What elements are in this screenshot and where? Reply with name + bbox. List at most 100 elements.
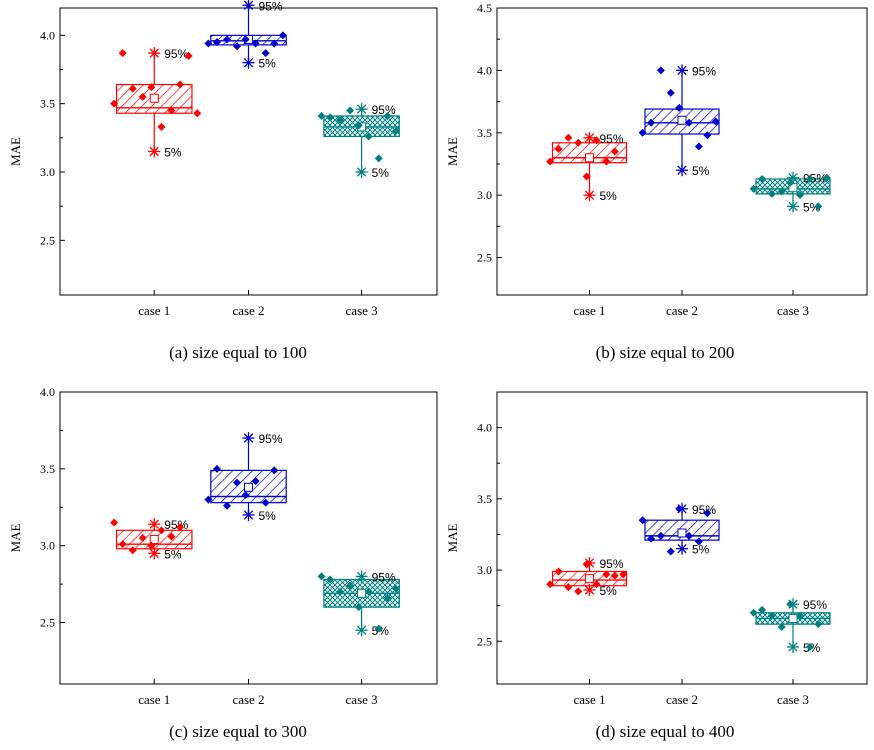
data-point [383,593,392,602]
box-3: 95%5% [749,171,831,214]
data-point [110,99,119,108]
asterisk-stroke [356,571,367,582]
mean-marker [244,482,253,492]
x-tick-label: case 3 [777,303,809,318]
data-point [574,138,583,147]
percentile-label: 95% [259,0,283,13]
percentile-marker-p5 [787,640,799,653]
data-point [374,624,383,633]
data-point [157,122,166,131]
data-point [805,642,814,651]
data-point [675,103,684,112]
data-point [233,42,242,51]
x-tick-label: case 1 [573,692,605,707]
data-point [685,118,694,127]
data-point [374,154,383,163]
data-point [128,84,137,93]
data-point [694,142,703,151]
data-point [270,39,279,48]
y-tick-label: 4.0 [40,28,55,42]
x-tick-label: case 1 [573,303,605,318]
x-tick-label: case 1 [138,692,170,707]
data-point [241,35,250,44]
percentile-marker-p5 [787,200,799,213]
data-point [610,147,619,156]
data-point [574,587,583,596]
percentile-label: 5% [692,543,710,557]
percentile-marker-p5 [583,189,596,202]
data-point [391,127,400,135]
data-point [582,560,591,569]
asterisk-stroke [677,165,687,175]
x-tick-label: case 2 [666,692,698,707]
data-point [814,620,823,629]
asterisk-stroke [356,167,367,177]
x-tick-label: case 2 [232,692,264,707]
caption-b: (b) size equal to 200 [595,343,735,362]
percentile-marker-p95 [148,518,161,531]
percentile-label: 95% [164,47,188,61]
mean-marker [357,588,367,598]
data-point [638,128,647,137]
data-point [602,570,611,579]
data-point [822,173,831,182]
data-point [278,31,287,40]
asterisk-stroke [788,201,798,212]
percentile-label: 95% [372,570,396,584]
mean-marker [677,528,687,538]
asterisk-stroke [356,104,367,114]
asterisk-stroke [149,519,159,529]
percentile-label: 5% [372,624,390,638]
data-point [326,113,335,122]
box-3: 95%5% [749,598,831,655]
data-point [176,80,185,89]
asterisk-stroke [584,585,595,595]
box-3: 95% 5% [317,570,400,638]
data-point [326,575,335,584]
percentile-marker-p95 [355,103,368,116]
percentile-marker-p5 [355,624,368,637]
asterisk-stroke [584,133,595,143]
data-point [647,534,656,543]
asterisk-stroke [149,548,159,559]
data-point [805,174,814,183]
data-point [233,478,242,487]
asterisk-stroke [243,0,254,10]
data-point [786,600,795,609]
data-point [711,117,720,126]
data-point [241,490,250,499]
data-point [546,580,555,589]
y-tick-label: 3.5 [477,492,492,506]
asterisk-stroke [584,190,595,200]
percentile-marker-p95 [242,0,255,12]
y-tick-label: 4.0 [40,385,55,399]
data-point [749,184,758,193]
data-point [336,116,345,125]
data-point [147,83,156,92]
y-tick-label: 3.0 [40,539,55,553]
y-tick-label: 2.5 [40,616,55,630]
mean-marker [585,153,594,163]
percentile-label: 95% [692,64,716,78]
percentile-label: 95% [372,103,396,117]
percentile-marker-p5 [242,508,255,521]
y-tick-label: 2.5 [40,233,55,247]
data-point [656,66,665,75]
data-point [619,570,628,579]
box-2: 95% 5% [638,64,720,178]
data-point [694,537,703,546]
box-1: 95% 5% [110,518,193,561]
data-point [110,518,119,527]
percentile-label: 95% [259,432,283,446]
x-tick-label: case 1 [138,303,170,318]
box-2: 95% 5% [204,0,287,71]
data-point [184,51,193,60]
percentile-label: 5% [164,146,182,160]
caption-d: (d) size equal to 400 [595,722,735,741]
data-point [118,540,127,549]
percentile-marker-p5 [676,164,688,177]
data-point [554,145,563,154]
percentile-marker-p95 [676,64,688,77]
data-point [796,611,805,620]
percentile-label: 95% [164,518,188,532]
